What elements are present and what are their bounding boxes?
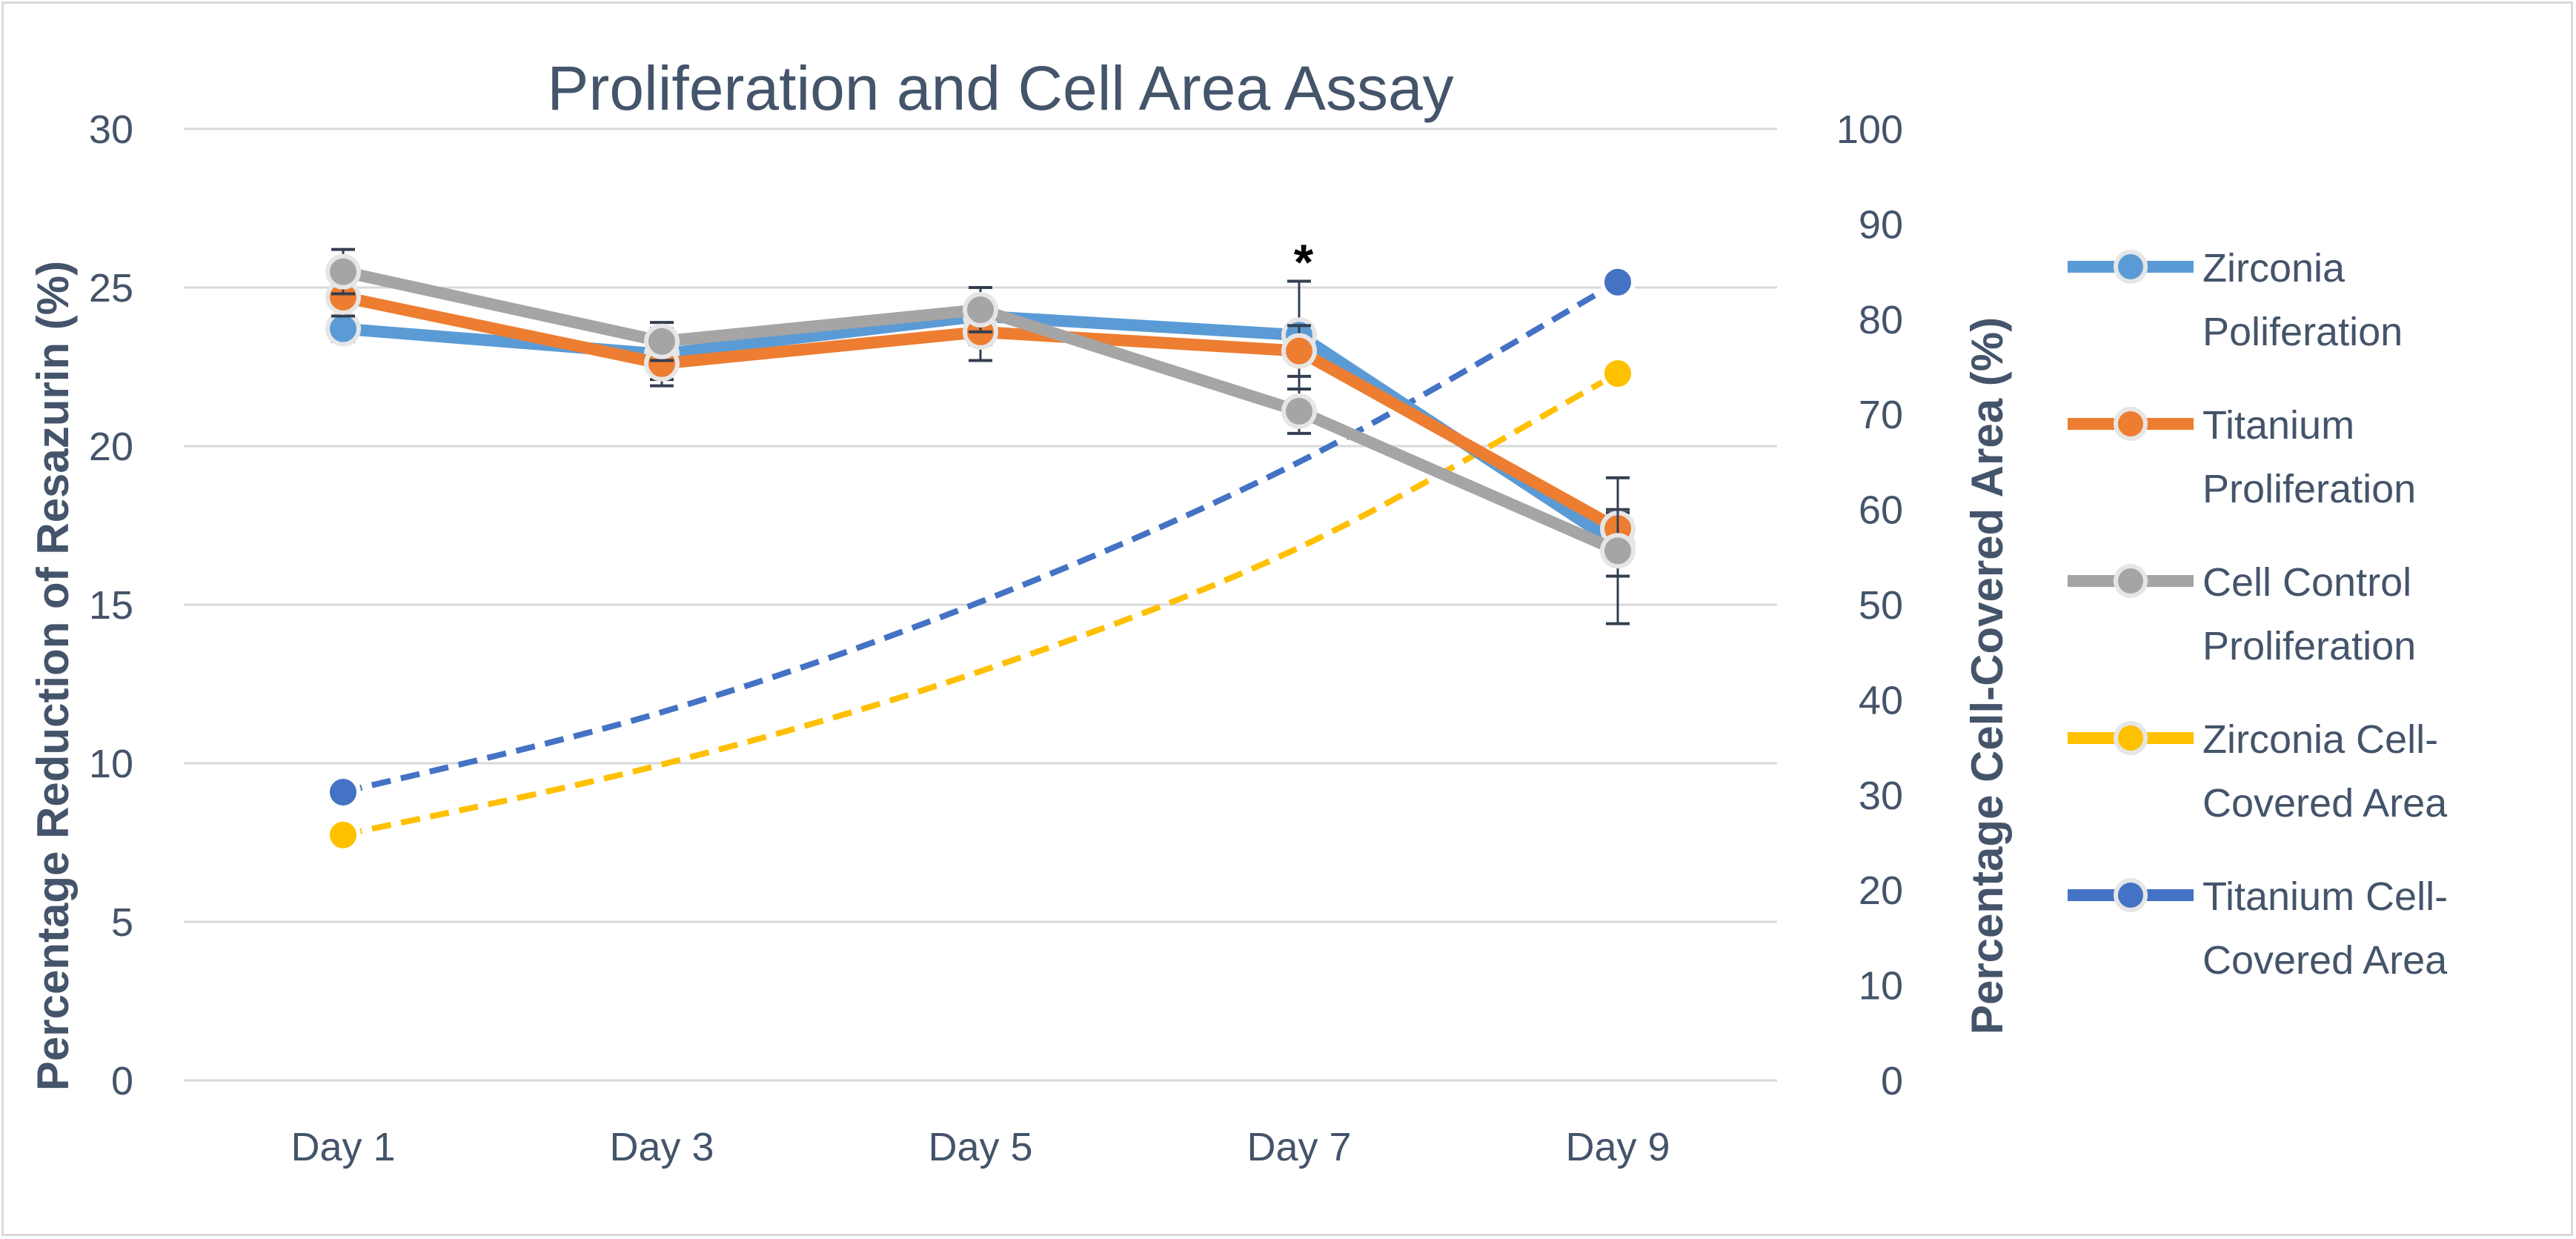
legend-label: Covered Area xyxy=(2202,781,2448,826)
legend-label: Zirconia xyxy=(2202,246,2346,290)
right-tick-label: 30 xyxy=(1859,774,1903,818)
legend-label: Titanium xyxy=(2202,403,2354,448)
left-tick-label: 15 xyxy=(89,583,133,628)
series-layer xyxy=(325,248,1636,853)
left-tick-label: 30 xyxy=(89,107,133,152)
right-tick-label: 10 xyxy=(1859,964,1903,1009)
legend-label: Zirconia Cell- xyxy=(2202,717,2438,762)
data-point xyxy=(1281,333,1317,369)
legend-label: Titanium Cell- xyxy=(2202,874,2448,919)
x-tick-label: Day 1 xyxy=(291,1125,395,1169)
legend-swatch-marker xyxy=(2114,721,2148,755)
right-tick-label: 20 xyxy=(1859,868,1903,913)
data-point xyxy=(644,323,680,359)
series-line xyxy=(342,371,1619,838)
right-tick-label: 90 xyxy=(1859,202,1903,247)
legend-label: Cell Control xyxy=(2202,560,2411,605)
data-point xyxy=(1600,355,1636,391)
annotation-layer: * xyxy=(1294,234,1314,290)
data-point xyxy=(325,774,361,810)
legend-label: Proliferation xyxy=(2202,624,2416,668)
data-point xyxy=(963,291,998,328)
right-tick-label: 70 xyxy=(1859,393,1903,437)
left-tick-label: 10 xyxy=(89,742,133,786)
legend-swatch-marker xyxy=(2114,564,2148,598)
data-point xyxy=(1600,533,1636,569)
left-tick-label: 5 xyxy=(111,900,133,945)
right-axis-ticks: 0 10 20 30 40 50 60 70 80 90 100 xyxy=(1836,107,1903,1103)
right-tick-label: 80 xyxy=(1859,298,1903,342)
data-point xyxy=(1281,393,1317,429)
data-point xyxy=(325,253,361,290)
right-tick-label: 40 xyxy=(1859,678,1903,723)
left-axis-ticks: 0 5 10 15 20 25 30 xyxy=(89,107,133,1103)
series-titanium-cell-covered-area xyxy=(325,264,1636,810)
x-tick-label: Day 5 xyxy=(928,1125,1032,1169)
legend-swatch-marker xyxy=(2114,878,2148,912)
legend-label: Poliferation xyxy=(2202,310,2403,354)
left-tick-label: 0 xyxy=(111,1059,133,1103)
x-tick-label: Day 3 xyxy=(609,1125,714,1169)
data-point xyxy=(325,310,361,347)
legend-entry: Titanium Proliferation xyxy=(2068,403,2416,511)
data-point xyxy=(1600,264,1636,300)
significance-marker: * xyxy=(1294,234,1314,290)
legend-entry: Zirconia Poliferation xyxy=(2068,246,2403,354)
legend-entry: Cell Control Proliferation xyxy=(2068,560,2416,668)
chart-title: Proliferation and Cell Area Assay xyxy=(547,53,1453,123)
legend-label: Proliferation xyxy=(2202,467,2416,511)
data-point xyxy=(325,817,361,853)
left-tick-label: 25 xyxy=(89,266,133,310)
legend-label: Covered Area xyxy=(2202,938,2448,983)
right-axis-title: Percentage Cell-Covered Area (%) xyxy=(1962,317,2012,1034)
legend-swatch-marker xyxy=(2114,407,2148,441)
series-zirconia-cell-covered-area xyxy=(325,355,1636,853)
right-tick-label: 0 xyxy=(1881,1059,1903,1103)
x-tick-label: Day 9 xyxy=(1565,1125,1670,1169)
x-tick-label: Day 7 xyxy=(1246,1125,1351,1169)
series-cell-control-proliferation xyxy=(325,248,1636,625)
right-tick-label: 60 xyxy=(1859,488,1903,533)
right-tick-label: 100 xyxy=(1836,107,1903,152)
legend-entry: Titanium Cell- Covered Area xyxy=(2068,874,2448,983)
legend-entry: Zirconia Cell- Covered Area xyxy=(2068,717,2448,826)
left-tick-label: 20 xyxy=(89,425,133,469)
legend: Zirconia Poliferation Titanium Proliferatio… xyxy=(2068,246,2448,983)
legend-swatch-marker xyxy=(2114,250,2148,284)
x-axis-ticks: Day 1 Day 3 Day 5 Day 7 Day 9 xyxy=(291,1125,1670,1169)
right-tick-label: 50 xyxy=(1859,583,1903,628)
left-axis-title: Percentage Reduction of Resazurin (%) xyxy=(28,261,78,1091)
series-line xyxy=(342,279,1619,795)
